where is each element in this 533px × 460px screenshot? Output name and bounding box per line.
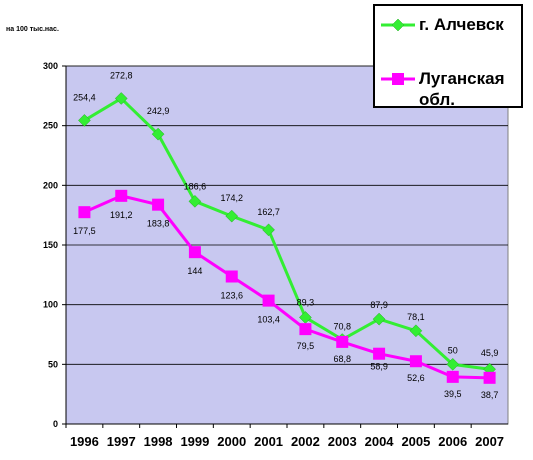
data-label-s2-2007: 38,7 [481, 390, 499, 400]
point-s1-1999 [188, 194, 202, 208]
data-label-s1-1998: 242,9 [147, 106, 170, 116]
data-label-s2-2000: 123,6 [220, 291, 243, 301]
data-labels: 254,4 272,8 242,9 186,6 174,2 162,7 89,3 70,8 87… [73, 70, 498, 399]
data-label-s1-2001: 162,7 [257, 207, 280, 217]
point-s2-2007 [483, 371, 496, 384]
point-s2-1998 [152, 198, 165, 211]
data-label-s2-2002: 79,5 [297, 341, 315, 351]
x-tick-label-1997: 1997 [107, 434, 136, 449]
y-tick-label-250: 250 [43, 121, 58, 131]
data-label-s2-1999: 144 [187, 266, 202, 276]
x-tick-label-2003: 2003 [328, 434, 357, 449]
x-tick-label-2006: 2006 [438, 434, 467, 449]
data-label-s1-2005: 78,1 [407, 312, 425, 322]
data-label-s1-2006: 50 [448, 345, 458, 355]
x-tick-label-1996: 1996 [70, 434, 99, 449]
point-s1-1998 [151, 127, 165, 141]
series-line-1 [83, 96, 490, 371]
point-s1-2005 [409, 324, 423, 338]
data-label-s1-1997: 272,8 [110, 70, 133, 80]
point-s1-2000 [225, 209, 239, 223]
point-s2-2003 [336, 335, 349, 348]
point-s2-2006 [446, 370, 459, 383]
point-s1-1997 [114, 92, 128, 105]
series-group [78, 92, 496, 384]
point-s2-1999 [188, 246, 201, 259]
x-tick-label-2000: 2000 [217, 434, 246, 449]
data-label-s2-1996: 177,5 [73, 226, 96, 236]
data-label-s1-2002: 89,3 [297, 297, 315, 307]
y-tick-label-0: 0 [53, 419, 58, 429]
data-label-s2-2003: 68,8 [333, 354, 351, 364]
y-tick-label-300: 300 [43, 61, 58, 71]
y-tick-label-150: 150 [43, 240, 58, 250]
legend-item-alchevsk: г. Алчевск [419, 15, 504, 34]
point-s2-2001 [262, 294, 275, 307]
data-label-s2-2006: 39,5 [444, 389, 462, 399]
point-s2-1996 [78, 206, 91, 219]
data-label-s1-2004: 87,9 [370, 300, 388, 310]
point-s2-2002 [299, 323, 312, 336]
x-tick-label-2005: 2005 [401, 434, 430, 449]
legend-marker-2 [381, 73, 415, 85]
data-label-s1-2003: 70,8 [333, 322, 351, 332]
data-label-s2-2001: 103,4 [257, 315, 280, 325]
x-tick-label-1998: 1998 [144, 434, 173, 449]
x-tick-label-2007: 2007 [475, 434, 504, 449]
data-label-s1-1999: 186,6 [184, 181, 207, 191]
point-s2-2004 [373, 347, 386, 360]
x-tick-label-2001: 2001 [254, 434, 283, 449]
data-label-s2-2005: 52,6 [407, 373, 425, 383]
legend-marker-1 [381, 18, 415, 32]
legend: г. Алчевск Луганская обл. [373, 4, 523, 109]
y-tick-label-50: 50 [48, 359, 58, 369]
point-s1-1996 [78, 114, 91, 127]
x-tick-label-2002: 2002 [291, 434, 320, 449]
x-tick-label-2004: 2004 [365, 434, 395, 449]
data-label-s2-1997: 191,2 [110, 210, 133, 220]
point-s1-2004 [372, 312, 386, 326]
y-tick-label-200: 200 [43, 180, 58, 190]
legend-item-lugansk: Луганская обл. [419, 69, 505, 109]
data-label-s1-2000: 174,2 [220, 193, 243, 203]
data-label-s1-1996: 254,4 [73, 92, 96, 102]
x-tick-label-1999: 1999 [180, 434, 209, 449]
point-s2-2005 [409, 355, 422, 368]
point-s1-2006 [446, 357, 460, 371]
data-label-s2-1998: 183,8 [147, 219, 170, 229]
y-tick-label-100: 100 [43, 300, 58, 310]
data-label-s1-2007: 45,9 [481, 348, 499, 358]
point-s1-2001 [262, 223, 275, 237]
series-line-2 [83, 194, 490, 380]
data-label-s2-2004: 58,9 [370, 362, 388, 372]
y-axis-label: на 100 тыс.нас. [6, 26, 59, 33]
point-s2-1997 [115, 189, 128, 202]
point-s2-2000 [225, 270, 238, 283]
